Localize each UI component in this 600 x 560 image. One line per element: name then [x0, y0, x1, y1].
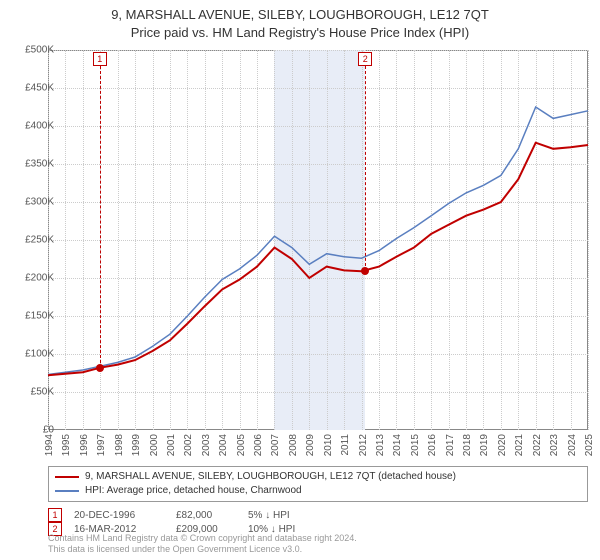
- marker-box-2: 2: [358, 52, 372, 66]
- x-tick-label: 2008: [288, 434, 299, 456]
- x-tick-label: 2022: [532, 434, 543, 456]
- x-tick-label: 2000: [149, 434, 160, 456]
- y-tick-label: £350K: [25, 159, 54, 170]
- x-tick-label: 2025: [584, 434, 595, 456]
- legend-swatch-property: [55, 476, 79, 478]
- x-tick-label: 2020: [497, 434, 508, 456]
- marker-line-2: [365, 66, 366, 271]
- title-line-1: 9, MARSHALL AVENUE, SILEBY, LOUGHBOROUGH…: [0, 6, 600, 24]
- x-tick-label: 1995: [61, 434, 72, 456]
- x-tick-label: 2014: [392, 434, 403, 456]
- footer-attribution: Contains HM Land Registry data © Crown c…: [48, 533, 357, 556]
- x-tick-label: 2011: [340, 434, 351, 456]
- y-tick-label: £500K: [25, 45, 54, 56]
- transaction-row-1: 1 20-DEC-1996 £82,000 5% ↓ HPI: [48, 508, 328, 522]
- x-tick-label: 2002: [183, 434, 194, 456]
- title-line-2: Price paid vs. HM Land Registry's House …: [0, 24, 600, 42]
- x-tick-label: 2018: [462, 434, 473, 456]
- x-tick-label: 2021: [514, 434, 525, 456]
- y-tick-label: £100K: [25, 349, 54, 360]
- x-tick-label: 2013: [375, 434, 386, 456]
- x-tick-label: 2007: [270, 434, 281, 456]
- x-tick-label: 2001: [166, 434, 177, 456]
- footer-line-2: This data is licensed under the Open Gov…: [48, 544, 357, 556]
- x-tick-label: 2004: [218, 434, 229, 456]
- transaction-marker-1: 1: [48, 508, 62, 522]
- x-tick-label: 1994: [44, 434, 55, 456]
- x-tick-label: 1997: [96, 434, 107, 456]
- chart-plot-area: 12: [48, 50, 588, 430]
- x-tick-label: 1998: [114, 434, 125, 456]
- x-tick-label: 1999: [131, 434, 142, 456]
- y-tick-label: £150K: [25, 311, 54, 322]
- x-tick-label: 2012: [358, 434, 369, 456]
- y-tick-label: £250K: [25, 235, 54, 246]
- marker-dot-2: [361, 267, 369, 275]
- x-tick-label: 2023: [549, 434, 560, 456]
- marker-dot-1: [96, 364, 104, 372]
- legend-row-hpi: HPI: Average price, detached house, Char…: [55, 484, 581, 498]
- y-tick-label: £450K: [25, 83, 54, 94]
- y-tick-label: £200K: [25, 273, 54, 284]
- transaction-date-1: 20-DEC-1996: [74, 510, 164, 521]
- legend-label-property: 9, MARSHALL AVENUE, SILEBY, LOUGHBOROUGH…: [85, 470, 456, 484]
- y-tick-label: £400K: [25, 121, 54, 132]
- x-tick-label: 2016: [427, 434, 438, 456]
- x-tick-label: 2005: [236, 434, 247, 456]
- chart-title-block: 9, MARSHALL AVENUE, SILEBY, LOUGHBOROUGH…: [0, 0, 600, 42]
- y-tick-label: £300K: [25, 197, 54, 208]
- legend: 9, MARSHALL AVENUE, SILEBY, LOUGHBOROUGH…: [48, 466, 588, 502]
- grid-line-v: [588, 50, 589, 430]
- footer-line-1: Contains HM Land Registry data © Crown c…: [48, 533, 357, 545]
- x-tick-label: 2010: [323, 434, 334, 456]
- marker-line-1: [100, 66, 101, 368]
- series-line-hpi: [48, 107, 588, 375]
- chart-lines-svg: [48, 50, 588, 430]
- marker-box-1: 1: [93, 52, 107, 66]
- legend-row-property: 9, MARSHALL AVENUE, SILEBY, LOUGHBOROUGH…: [55, 470, 581, 484]
- transaction-pct-1: 5% ↓ HPI: [248, 510, 328, 521]
- x-tick-label: 2009: [305, 434, 316, 456]
- legend-label-hpi: HPI: Average price, detached house, Char…: [85, 484, 302, 498]
- x-tick-label: 1996: [79, 434, 90, 456]
- legend-swatch-hpi: [55, 490, 79, 492]
- x-tick-label: 2024: [567, 434, 578, 456]
- x-tick-label: 2019: [479, 434, 490, 456]
- x-tick-label: 2015: [410, 434, 421, 456]
- y-tick-label: £50K: [31, 387, 54, 398]
- x-tick-label: 2003: [201, 434, 212, 456]
- transaction-price-1: £82,000: [176, 510, 236, 521]
- x-tick-label: 2017: [445, 434, 456, 456]
- x-tick-label: 2006: [253, 434, 264, 456]
